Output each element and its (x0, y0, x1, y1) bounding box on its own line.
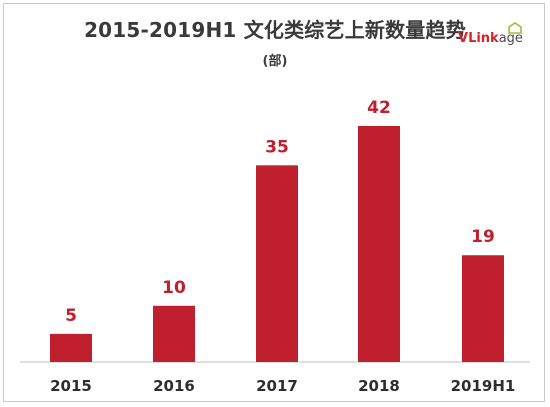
house-outline-icon (508, 22, 522, 34)
chart-title: 2015-2019H1 文化类综艺上新数量趋势 (84, 18, 466, 42)
bar-2019H1 (462, 255, 504, 362)
value-label-2017: 35 (265, 137, 289, 157)
x-tick-label-2016: 2016 (153, 377, 195, 395)
vlinkage-logo: VLinkage (458, 22, 548, 52)
bar-2015 (50, 333, 92, 362)
value-label-2019H1: 19 (471, 227, 495, 247)
bar-2018 (358, 126, 400, 362)
value-label-2015: 5 (65, 306, 77, 326)
x-tick-label-2019H1: 2019H1 (451, 377, 516, 395)
logo-text: VLinkage (458, 31, 523, 46)
chart-unit-label: (部) (262, 54, 288, 69)
bar-2017 (256, 165, 298, 362)
x-tick-label-2017: 2017 (256, 377, 298, 395)
value-label-2016: 10 (162, 278, 186, 298)
x-tick-label-2018: 2018 (358, 377, 400, 395)
bar-2016 (153, 305, 195, 362)
value-label-2018: 42 (367, 98, 391, 118)
x-tick-label-2015: 2015 (50, 377, 92, 395)
